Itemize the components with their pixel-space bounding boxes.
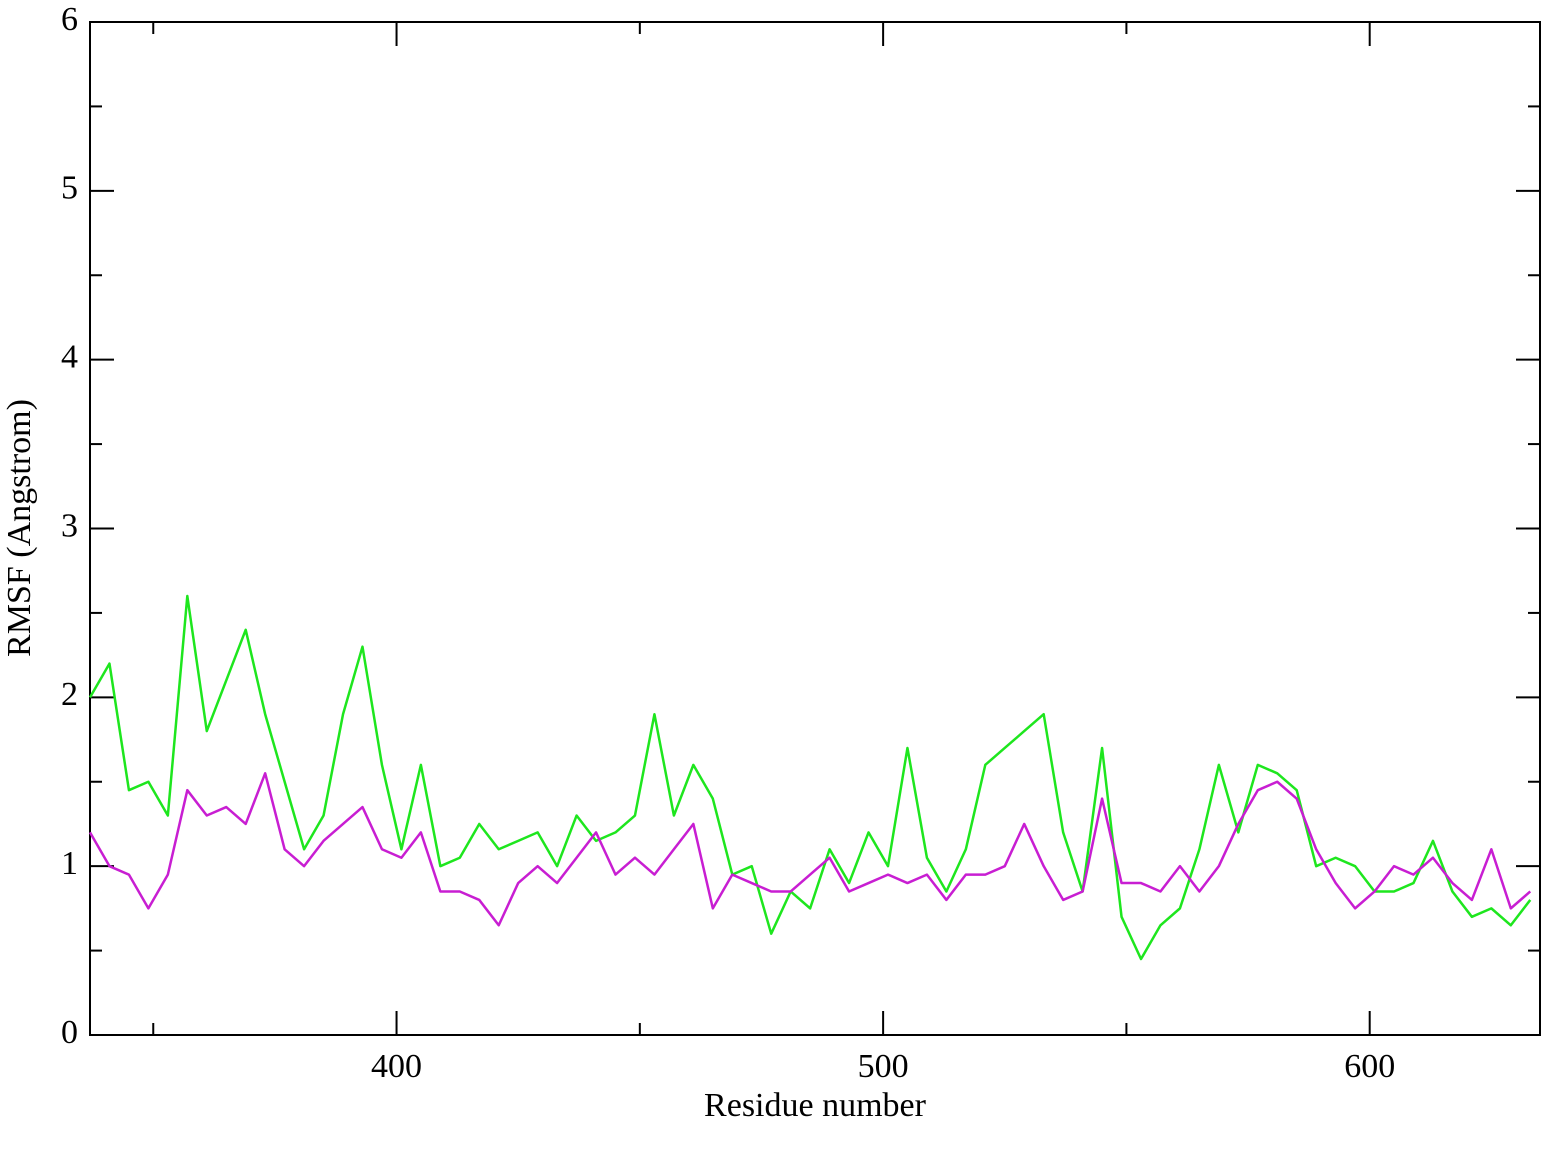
y-axis-label: RMSF (Angstrom) [1, 399, 38, 657]
y-tick-label: 3 [61, 507, 78, 544]
x-axis-label: Residue number [704, 1087, 927, 1124]
y-tick-label: 2 [61, 676, 78, 713]
x-tick-label: 600 [1344, 1048, 1395, 1085]
y-tick-label: 5 [61, 170, 78, 207]
x-tick-label: 500 [858, 1048, 909, 1085]
y-tick-label: 1 [61, 845, 78, 882]
series-line [88, 772, 1532, 927]
series-line [88, 594, 1532, 961]
y-tick-label: 4 [61, 338, 78, 375]
plot-frame [89, 21, 1541, 1036]
x-tick-label: 400 [371, 1048, 422, 1085]
y-tick-label: 6 [61, 1, 78, 38]
y-tick-label: 0 [61, 1014, 78, 1051]
